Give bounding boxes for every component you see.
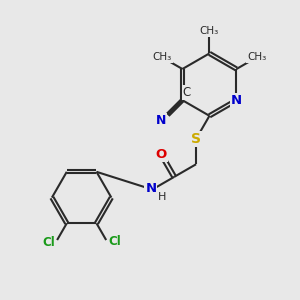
Text: CH₃: CH₃: [200, 26, 219, 35]
Text: H: H: [158, 192, 166, 202]
Text: Cl: Cl: [108, 235, 121, 248]
Text: S: S: [191, 132, 201, 146]
Text: O: O: [155, 148, 167, 161]
Text: N: N: [231, 94, 242, 107]
Text: CH₃: CH₃: [153, 52, 172, 62]
Text: Cl: Cl: [42, 236, 55, 250]
Text: N: N: [156, 114, 166, 127]
Text: CH₃: CH₃: [247, 52, 266, 62]
Text: N: N: [145, 182, 156, 194]
Text: C: C: [183, 86, 191, 99]
